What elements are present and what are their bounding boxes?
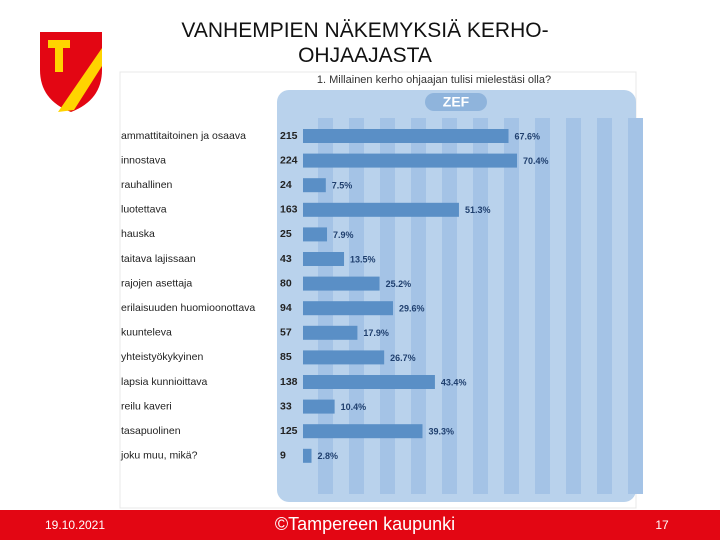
chart-title: 1. Millainen kerho ohjaajan tulisi miele… [317, 74, 551, 86]
count-label: 163 [280, 204, 298, 216]
stripe [442, 118, 457, 494]
category-label: erilaisuuden huomioonottava [121, 302, 255, 314]
value-label: 67.6% [515, 131, 541, 141]
category-label: ammattitaitoinen ja osaava [121, 130, 246, 142]
bar [303, 301, 393, 316]
category-label: luotettava [121, 204, 167, 216]
bar [303, 276, 380, 291]
count-label: 215 [280, 130, 298, 142]
count-label: 224 [280, 154, 298, 166]
count-label: 25 [280, 228, 292, 240]
value-label: 26.7% [390, 353, 416, 363]
footer-text: ©Tampereen kaupunki [275, 514, 455, 534]
category-label: kuunteleva [121, 327, 172, 339]
value-label: 51.3% [465, 205, 491, 215]
count-label: 94 [280, 302, 292, 314]
bar [303, 375, 435, 389]
category-label: innostava [121, 154, 166, 166]
city-logo [40, 32, 102, 112]
bar [303, 325, 358, 340]
slide-title: VANHEMPIEN NÄKEMYKSIÄ KERHO-OHJAAJASTA [181, 19, 549, 67]
value-label: 2.8% [318, 451, 339, 461]
value-label: 39.3% [428, 427, 454, 437]
category-label: yhteistyökykyinen [121, 351, 203, 363]
count-label: 85 [280, 351, 292, 363]
bar [303, 252, 345, 266]
category-label: tasapuolinen [121, 425, 181, 437]
category-label: rajojen asettaja [121, 277, 192, 289]
bar [303, 178, 326, 193]
count-label: 138 [280, 376, 298, 388]
category-label: joku muu, mikä? [120, 450, 198, 462]
count-label: 33 [280, 400, 292, 412]
stripe [566, 118, 581, 494]
count-label: 24 [280, 179, 292, 191]
count-label: 9 [280, 450, 286, 462]
stripe [473, 118, 488, 494]
bar [303, 350, 385, 365]
value-label: 17.9% [363, 328, 389, 338]
bar [303, 448, 312, 463]
value-label: 7.5% [332, 181, 353, 191]
category-label: hauska [121, 228, 155, 240]
count-label: 43 [280, 253, 292, 265]
value-label: 10.4% [341, 402, 367, 412]
category-label: taitava lajissaan [121, 253, 196, 265]
bar [303, 227, 328, 242]
stripe [535, 118, 550, 494]
value-label: 25.2% [386, 279, 412, 289]
chart-logo: ZEF [443, 94, 470, 110]
date: 19.10.2021 [45, 518, 105, 532]
count-label: 125 [280, 425, 298, 437]
count-label: 80 [280, 277, 292, 289]
stripe [504, 118, 519, 494]
footer-bar [0, 510, 720, 540]
bar [303, 399, 335, 414]
bar [303, 129, 509, 143]
logo-badge [425, 93, 487, 111]
value-label: 29.6% [399, 304, 425, 314]
stripe [597, 118, 612, 494]
value-label: 70.4% [523, 156, 549, 166]
stripe [628, 118, 643, 494]
category-label: lapsia kunnioittava [121, 376, 208, 388]
page-number: 17 [655, 518, 669, 532]
bar [303, 153, 518, 168]
value-label: 13.5% [350, 254, 376, 264]
count-label: 57 [280, 327, 292, 339]
bar [303, 424, 423, 439]
category-label: rauhallinen [121, 179, 173, 191]
value-label: 7.9% [333, 230, 354, 240]
category-label: reilu kaveri [121, 400, 172, 412]
bar [303, 202, 459, 217]
value-label: 43.4% [441, 377, 467, 387]
